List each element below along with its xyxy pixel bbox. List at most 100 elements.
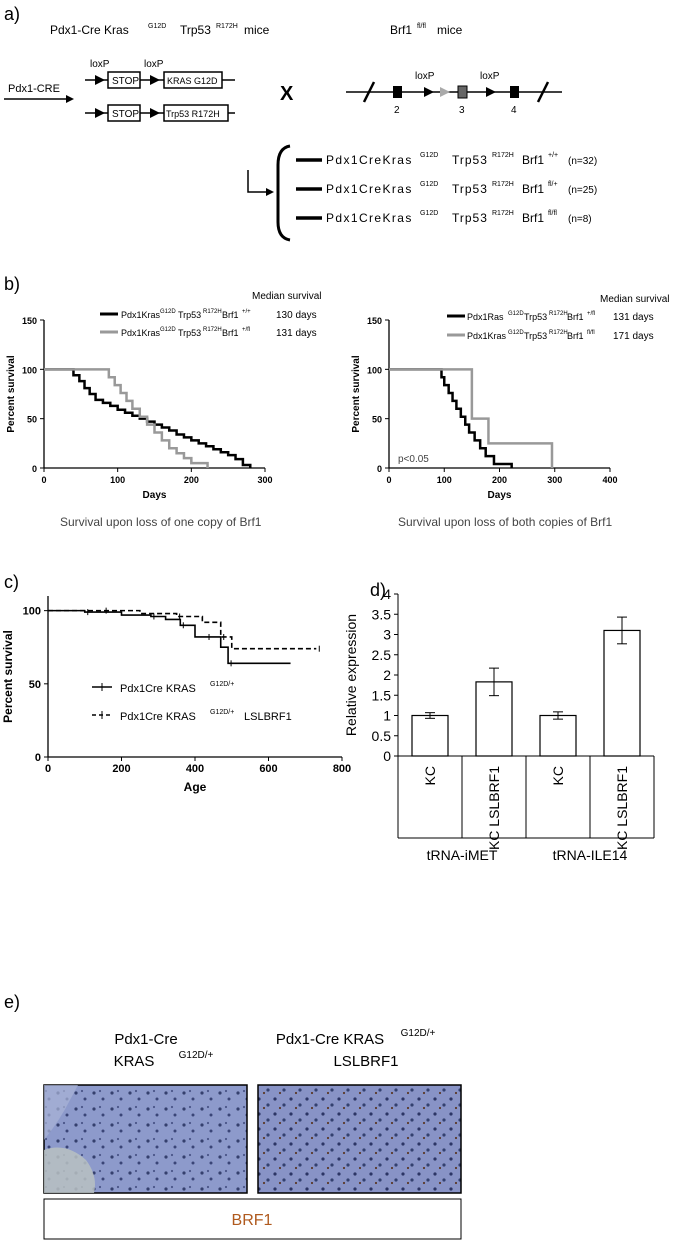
legend-sup2-0: R172H (549, 311, 568, 317)
km-series-1 (44, 368, 209, 468)
x-tick-label: 0 (41, 475, 46, 485)
genotype-kras-sup-1: G12D (420, 181, 438, 188)
chart-d: 0 0.5 1 1.5 2 2.5 3 3.5 4 Relative expression KC KC… (343, 586, 655, 863)
genotype-n-1: (n=25) (568, 185, 597, 196)
loxp-label-1: loxP (90, 59, 110, 70)
y-tick-label: 0 (35, 752, 41, 764)
legend-brf1-1: Brf1 (567, 331, 584, 341)
genotype-name-1: Pdx1CreKras (326, 182, 413, 196)
category-label-3: KC LSLBRF1 (614, 766, 630, 850)
stain-label-box (43, 1198, 462, 1240)
genotype-brf1-sup-0: +/+ (548, 152, 558, 159)
group-label-0: tRNA-iMET (427, 847, 498, 863)
panel-a-label: a) (4, 4, 20, 24)
legend-name-0: Pdx1Cre KRAS (120, 683, 196, 695)
stop-box-2 (107, 104, 141, 122)
y-tick-label: 4 (383, 586, 391, 602)
x-tick-label: 100 (110, 475, 125, 485)
y-tick-label: 1 (383, 708, 391, 724)
x-tick-label: 600 (259, 763, 277, 775)
legend-sup2-1: R172H (549, 330, 568, 336)
kras-box-label: KRAS G12D (167, 76, 218, 86)
x-tick-label: 800 (333, 763, 351, 775)
chart-c: 0 50 100 0 200 400 600 800 Age Percent survival Pd… (1, 596, 351, 794)
legend-sup3-0: +/fl (587, 311, 595, 317)
loxp-triangle-5 (424, 87, 434, 97)
legend-sup3-1: +/fl (242, 327, 250, 333)
cre-label: Pdx1-CRE (8, 83, 60, 95)
legend-sup2-0: R172H (203, 309, 222, 315)
legend-brf1-1: Brf1 (222, 328, 239, 338)
legend-sup-1: G12D/+ (210, 709, 234, 716)
y-tick-label: 3.5 (372, 606, 392, 622)
x-tick-label: 200 (112, 763, 130, 775)
legend-trp53-0: Trp53 (524, 312, 547, 322)
left-title-line1: Pdx1-Cre (114, 1031, 177, 1048)
x-tick-label: 400 (186, 763, 204, 775)
chart-b-right: 0 50 100 150 0 100 200 300 400 Days Percent surviv… (351, 294, 669, 501)
mouse-right-brf1: Brf1 (390, 23, 412, 37)
x-axis-label: Age (184, 780, 207, 794)
genotype-trp53-1: Trp53 (452, 182, 488, 196)
y-tick-label: 100 (22, 365, 37, 375)
cre-arrow-head (66, 95, 74, 103)
legend-brf1-0: Brf1 (222, 310, 239, 320)
legend-trp53-1: Trp53 (524, 331, 547, 341)
km-series-0 (44, 368, 252, 468)
micrograph-right (257, 1084, 462, 1194)
result-arrow (247, 170, 268, 193)
genotype-n-2: (n=8) (568, 214, 592, 225)
y-axis-label: Relative expression (343, 614, 359, 736)
genotype-brf1-1: Brf1 (522, 182, 544, 196)
loxp-label-4: loxP (480, 71, 500, 82)
y-axis-label: Percent survival (351, 355, 362, 432)
genotype-list: Pdx1CreKras G12D Trp53 R172H Brf1 +/+ (n=32) Pd… (296, 152, 597, 225)
left-title-kras: KRAS (114, 1053, 155, 1070)
loxp-triangle-1 (95, 75, 105, 85)
break-mark-2 (536, 81, 550, 103)
legend-sup1-0: G12D (160, 309, 176, 315)
y-axis-label: Percent survival (1, 630, 15, 723)
mouse-left-title: Pdx1-Cre Kras G12D Trp53 R172H mice (50, 23, 270, 37)
islet-region (44, 1147, 95, 1193)
chart-b-left: 0 50 100 150 0 100 200 300 Days Percent survival M… (6, 291, 321, 501)
y-axis-label: Percent survival (6, 355, 17, 432)
x-tick-label: 200 (184, 475, 199, 485)
panel-c-label: c) (4, 572, 19, 592)
mouse-right-mice: mice (437, 23, 463, 37)
y-tick-label: 3 (383, 627, 391, 643)
genotype-trp53-sup-2: R172H (492, 210, 514, 217)
legend-median-1: 131 days (276, 328, 317, 339)
panel-d-label: d) (370, 580, 386, 600)
loxp-label-2: loxP (144, 59, 164, 70)
genotype-n-0: (n=32) (568, 156, 597, 167)
mouse-left-mice: mice (244, 23, 270, 37)
left-title-sup: G12D/+ (179, 1050, 214, 1061)
legend-name-1: Pdx1Cre KRAS (120, 711, 196, 723)
genotype-kras-sup-2: G12D (420, 210, 438, 217)
group-label-1: tRNA-ILE14 (553, 847, 628, 863)
y-tick-label: 0 (377, 464, 382, 474)
bar-3 (603, 629, 641, 757)
legend-name-0: Pdx1Kras (121, 310, 161, 320)
exon-3-label: 3 (459, 105, 465, 116)
stop-label-1: STOP (112, 76, 139, 87)
stain-label: BRF1 (232, 1212, 273, 1229)
category-label-2: KC (550, 766, 566, 785)
mouse-left-kras: Pdx1-Cre Kras (50, 23, 129, 37)
y-tick-label: 150 (22, 316, 37, 326)
category-label-1: KC LSLBRF1 (486, 766, 502, 850)
x-tick-label: 300 (547, 475, 562, 485)
y-tick-label: 0 (32, 464, 37, 474)
cross-symbol: X (280, 83, 294, 105)
trp53-box-label: Trp53 R172H (166, 109, 220, 119)
genotype-name-0: Pdx1CreKras (326, 153, 413, 167)
genotype-trp53-2: Trp53 (452, 211, 488, 225)
legend-name-1: Pdx1Kras (121, 328, 161, 338)
mouse-right-sup: fl/fl (417, 23, 426, 30)
genotype-brf1-2: Brf1 (522, 211, 544, 225)
legend-sup1-1: G12D (508, 330, 524, 336)
x-axis-label: Days (143, 490, 167, 501)
mouse-left-kras-sup: G12D (148, 23, 166, 30)
y-tick-label: 2.5 (372, 647, 392, 663)
